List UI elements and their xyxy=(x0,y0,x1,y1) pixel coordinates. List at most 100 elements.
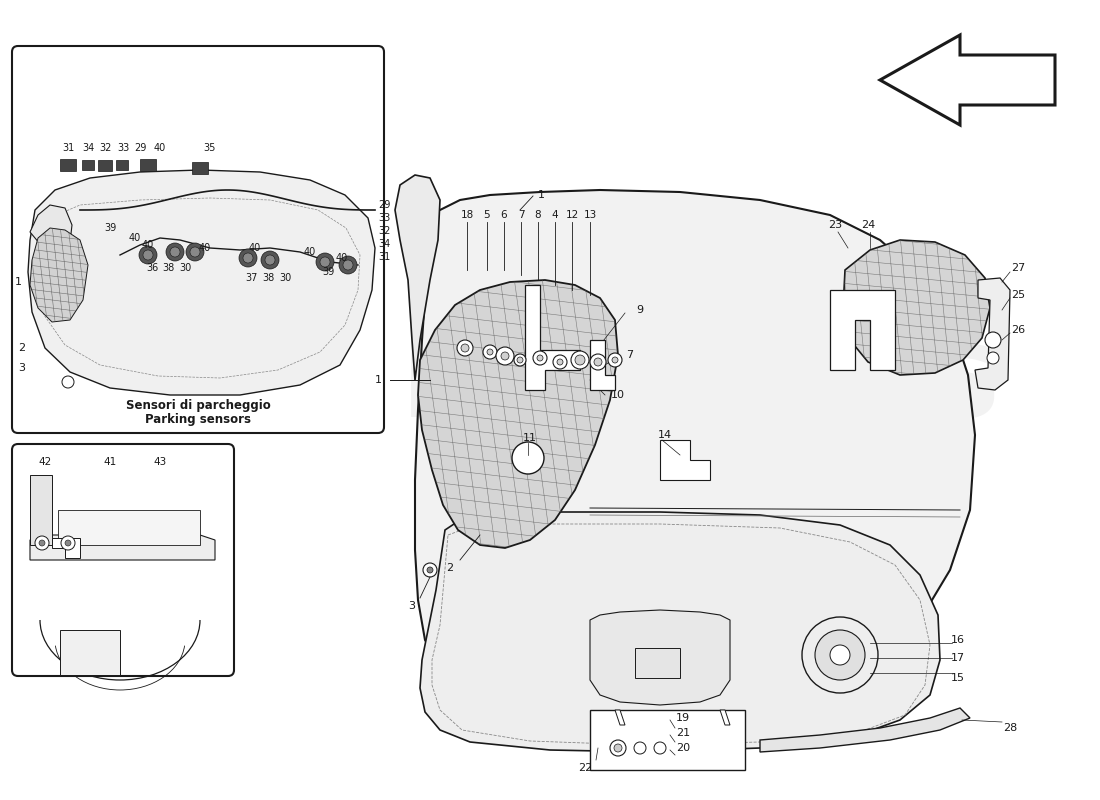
Polygon shape xyxy=(30,228,88,322)
Text: 40: 40 xyxy=(129,233,141,243)
Circle shape xyxy=(984,332,1001,348)
Circle shape xyxy=(143,250,153,260)
Circle shape xyxy=(424,563,437,577)
Polygon shape xyxy=(395,175,440,380)
Polygon shape xyxy=(420,512,940,752)
Polygon shape xyxy=(830,290,895,370)
Bar xyxy=(192,162,208,174)
Circle shape xyxy=(575,355,585,365)
Polygon shape xyxy=(590,340,615,390)
Text: 36: 36 xyxy=(146,263,158,273)
Text: 39: 39 xyxy=(103,223,117,233)
Circle shape xyxy=(65,540,72,546)
Circle shape xyxy=(456,340,473,356)
Text: 29: 29 xyxy=(134,143,146,153)
Text: 25: 25 xyxy=(1011,290,1025,300)
Polygon shape xyxy=(975,278,1010,390)
Circle shape xyxy=(634,742,646,754)
Polygon shape xyxy=(615,710,625,725)
Bar xyxy=(60,630,120,675)
Text: 33: 33 xyxy=(378,213,390,223)
Circle shape xyxy=(802,617,878,693)
Circle shape xyxy=(60,536,75,550)
Polygon shape xyxy=(30,535,214,560)
Bar xyxy=(140,159,156,171)
Text: 6: 6 xyxy=(500,210,507,220)
Text: 43: 43 xyxy=(153,457,166,467)
Circle shape xyxy=(427,567,433,573)
Text: 8: 8 xyxy=(535,210,541,220)
Circle shape xyxy=(496,347,514,365)
FancyBboxPatch shape xyxy=(12,46,384,433)
Circle shape xyxy=(612,357,618,363)
Text: 24: 24 xyxy=(861,220,876,230)
Polygon shape xyxy=(52,538,80,558)
Circle shape xyxy=(483,345,497,359)
Circle shape xyxy=(339,256,358,274)
Text: 40: 40 xyxy=(154,143,166,153)
Polygon shape xyxy=(418,280,618,548)
Circle shape xyxy=(514,354,526,366)
Text: 30: 30 xyxy=(279,273,292,283)
Text: 3: 3 xyxy=(408,601,416,611)
Circle shape xyxy=(39,540,45,546)
Bar xyxy=(98,160,112,171)
Text: 16: 16 xyxy=(952,635,965,645)
Polygon shape xyxy=(418,280,618,548)
Text: 26: 26 xyxy=(1011,325,1025,335)
Circle shape xyxy=(186,243,204,261)
Bar xyxy=(635,648,680,678)
Circle shape xyxy=(614,744,622,752)
Text: 1: 1 xyxy=(14,277,22,287)
Text: 10: 10 xyxy=(610,390,625,400)
Text: Sensori di parcheggio: Sensori di parcheggio xyxy=(125,398,271,411)
Text: 9: 9 xyxy=(637,305,644,315)
Circle shape xyxy=(487,349,493,355)
Circle shape xyxy=(610,740,626,756)
Text: a passion: a passion xyxy=(472,590,768,650)
Circle shape xyxy=(190,247,200,257)
Circle shape xyxy=(461,344,469,352)
Text: 30: 30 xyxy=(179,263,191,273)
Circle shape xyxy=(166,243,184,261)
Polygon shape xyxy=(28,170,375,395)
Text: 2: 2 xyxy=(19,343,25,353)
Text: 11: 11 xyxy=(522,433,537,443)
Text: 34: 34 xyxy=(378,239,390,249)
Text: 37: 37 xyxy=(245,273,258,283)
FancyBboxPatch shape xyxy=(12,444,234,676)
Text: 19: 19 xyxy=(675,713,690,723)
Bar xyxy=(82,160,94,170)
Text: 39: 39 xyxy=(322,267,334,277)
Text: 4: 4 xyxy=(552,210,559,220)
Circle shape xyxy=(608,353,622,367)
Text: 32: 32 xyxy=(378,226,390,236)
Polygon shape xyxy=(30,205,72,300)
Text: 40: 40 xyxy=(142,240,154,250)
Text: 18: 18 xyxy=(461,210,474,220)
Circle shape xyxy=(243,253,253,263)
Text: 2: 2 xyxy=(447,563,453,573)
Text: 40: 40 xyxy=(336,253,348,263)
Circle shape xyxy=(316,253,334,271)
Bar xyxy=(60,159,76,171)
Text: 31: 31 xyxy=(378,252,390,262)
Text: 22: 22 xyxy=(578,763,592,773)
Text: Parking sensors: Parking sensors xyxy=(145,414,251,426)
Circle shape xyxy=(239,249,257,267)
Text: 35: 35 xyxy=(204,143,217,153)
Text: 40: 40 xyxy=(249,243,261,253)
Circle shape xyxy=(62,376,74,388)
Text: 21: 21 xyxy=(675,728,690,738)
Circle shape xyxy=(512,442,544,474)
Circle shape xyxy=(500,352,509,360)
Polygon shape xyxy=(58,510,200,545)
Polygon shape xyxy=(30,228,88,322)
Circle shape xyxy=(987,352,999,364)
Text: 23: 23 xyxy=(828,220,843,230)
Text: 13: 13 xyxy=(583,210,596,220)
Bar xyxy=(116,160,128,170)
Circle shape xyxy=(815,630,865,680)
Text: 38: 38 xyxy=(162,263,174,273)
Circle shape xyxy=(265,255,275,265)
